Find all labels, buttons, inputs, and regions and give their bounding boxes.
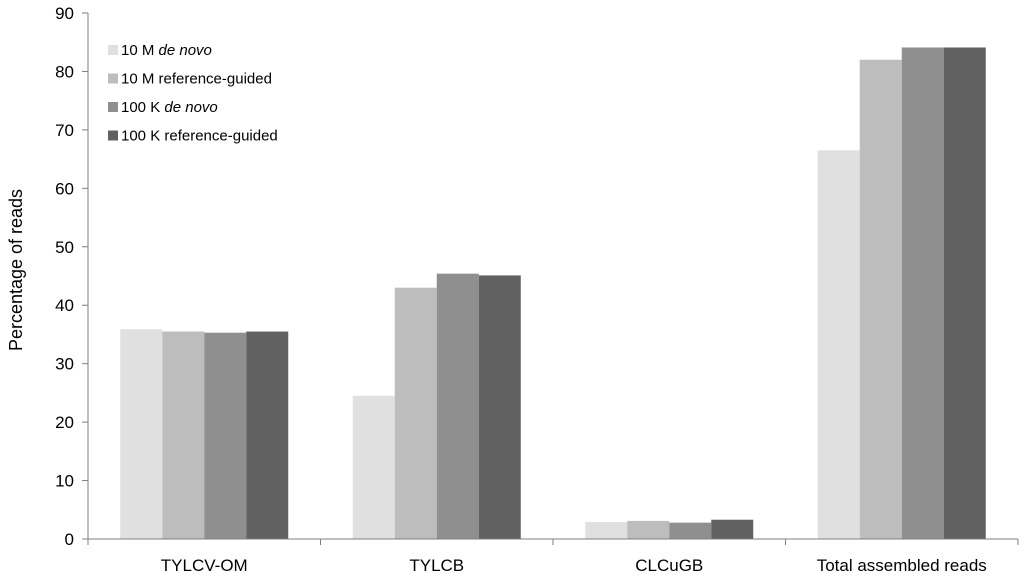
- y-tick-label: 70: [55, 121, 74, 140]
- bar: [901, 47, 944, 539]
- y-tick-label: 10: [55, 472, 74, 491]
- y-tick-label: 60: [55, 179, 74, 198]
- bar: [352, 395, 395, 539]
- bar: [859, 59, 902, 539]
- y-tick-label: 90: [55, 4, 74, 23]
- legend: 10 M de novo 10 M reference-guided 100 K d…: [108, 42, 278, 145]
- legend-entry-text: 100 K: [121, 99, 164, 116]
- legend-entry: 100 K de novo: [121, 99, 218, 116]
- legend-swatch: [108, 73, 118, 84]
- y-tick-label: 30: [55, 355, 74, 374]
- y-tick-label: 40: [55, 296, 74, 315]
- bar: [394, 287, 437, 539]
- legend-entry-italic-text: de novo: [164, 99, 217, 116]
- legend-entry: 100 K reference-guided: [121, 128, 278, 145]
- legend-swatch: [108, 102, 118, 112]
- legend-entry-text: 10 M: [121, 42, 159, 59]
- y-tick-label: 0: [65, 530, 74, 549]
- bar: [585, 522, 628, 539]
- bars-layer: [120, 47, 986, 539]
- legend-entry-text: 100 K reference-guided: [121, 128, 278, 145]
- bar: [204, 332, 247, 539]
- bar: [711, 519, 754, 539]
- y-axis-label: Percentage of reads: [6, 189, 26, 351]
- x-category-label: Total assembled reads: [817, 556, 987, 575]
- bar: [436, 273, 479, 539]
- legend-swatch: [108, 130, 118, 141]
- bar: [817, 150, 860, 539]
- x-category-label: CLCuGB: [635, 556, 703, 575]
- y-tick-label: 50: [55, 238, 74, 257]
- bar: [478, 275, 521, 539]
- x-category-label: TYLCV-OM: [161, 556, 248, 575]
- legend-entry: 10 M de novo: [121, 42, 212, 59]
- bar: [943, 47, 986, 539]
- bar: [120, 329, 163, 539]
- legend-entry-text: 10 M reference-guided: [121, 71, 272, 88]
- x-category-label: TYLCB: [409, 556, 464, 575]
- axes-layer: 0 10 20 30 40 50 60 70 80 90 TYLCV-OM TYLCB CLCuGB To…: [55, 4, 1019, 575]
- y-tick-label: 20: [55, 413, 74, 432]
- legend-entry: 10 M reference-guided: [121, 71, 272, 88]
- y-tick-label: 80: [55, 62, 74, 81]
- bar: [669, 522, 712, 539]
- bar: [627, 520, 670, 539]
- legend-swatch: [108, 45, 118, 55]
- bar: [162, 331, 205, 539]
- bar: [246, 331, 289, 539]
- legend-entry-italic-text: de novo: [159, 42, 212, 59]
